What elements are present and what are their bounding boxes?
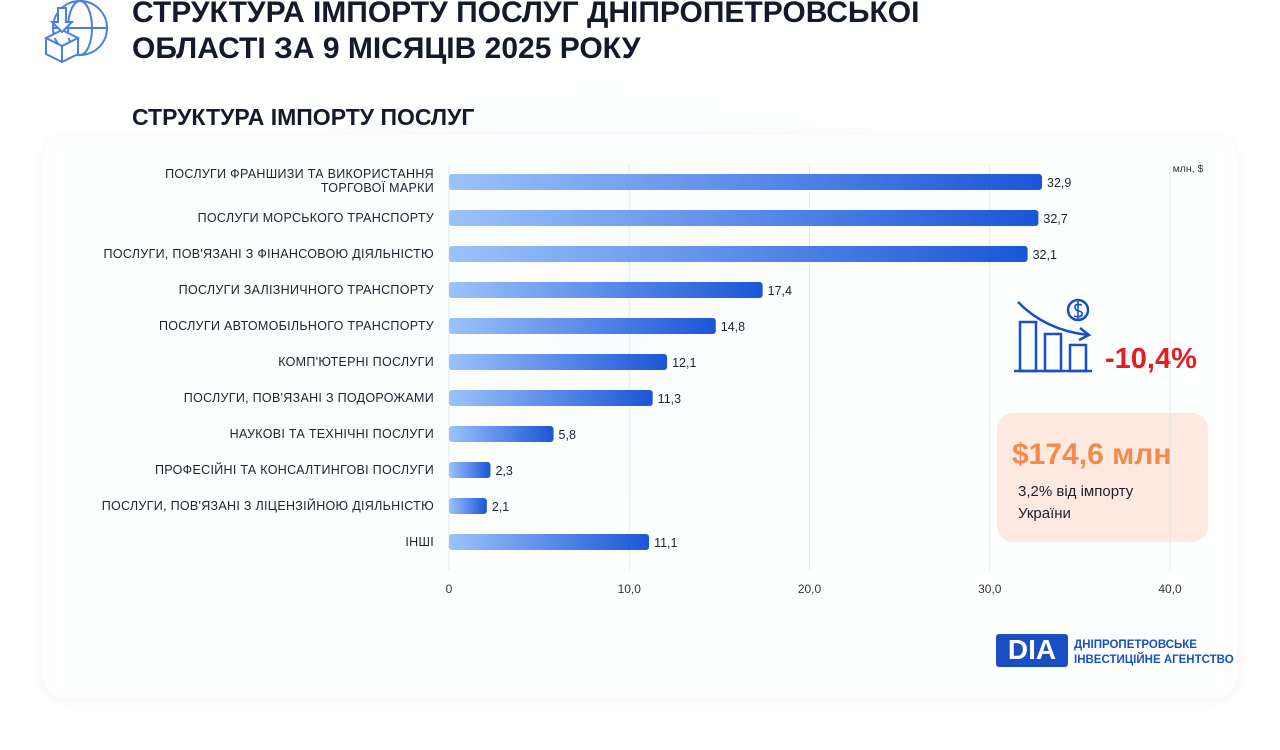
value-label: 11,3 [658, 392, 681, 406]
category-label: ПОСЛУГИ, ПОВ'ЯЗАНІ З ЛІЦЕНЗІЙНОЮ ДІЯЛЬНІ… [102, 498, 434, 513]
x-tick-label: 40,0 [1158, 582, 1182, 596]
value-label: 2,1 [492, 500, 509, 514]
bar [449, 534, 650, 550]
logo-name: ДНІПРОПЕТРОВСЬКЕ ІНВЕСТИЦІЙНЕ АГЕНТСТВО [1074, 639, 1234, 666]
x-tick-label: 30,0 [978, 582, 1002, 596]
bar [449, 354, 668, 370]
bar [449, 318, 716, 334]
value-label: 2,3 [495, 464, 512, 478]
bar [449, 426, 554, 442]
total-value: $174,6 млн [1012, 438, 1171, 471]
change-value: -10,4% [1105, 343, 1197, 375]
value-label: 32,7 [1043, 212, 1067, 226]
bar [449, 246, 1028, 262]
category-label: ПОСЛУГИ ФРАНШИЗИ ТА ВИКОРИСТАННЯ ТОРГОВОЇ… [165, 167, 434, 195]
total-box [997, 413, 1208, 542]
value-label: 12,1 [672, 356, 696, 370]
value-label: 11,1 [654, 536, 677, 550]
value-label: 14,8 [721, 320, 745, 334]
category-label: ПОСЛУГИ, ПОВ'ЯЗАНІ З ФІНАНСОВОЮ ДІЯЛЬНІС… [104, 247, 435, 261]
category-label: ІНШІ [405, 535, 434, 549]
bar [449, 282, 763, 298]
trend-icon [1014, 298, 1092, 373]
category-label: ПОСЛУГИ АВТОМОБІЛЬНОГО ТРАНСПОРТУ [159, 319, 434, 333]
category-label: ПОСЛУГИ МОРСЬКОГО ТРАНСПОРТУ [198, 211, 434, 225]
value-label: 17,4 [768, 284, 792, 298]
x-tick-label: 10,0 [618, 582, 642, 596]
logo: DIA ДНІПРОПЕТРОВСЬКЕ ІНВЕСТИЦІЙНЕ АГЕНТСТ… [996, 634, 1234, 667]
bar [449, 390, 653, 406]
card [43, 135, 1237, 698]
chart-title: СТРУКТУРА ІМПОРТУ ПОСЛУГ [132, 104, 474, 130]
x-tick-label: 20,0 [798, 582, 822, 596]
bar [449, 210, 1039, 226]
category-label: КОМП'ЮТЕРНІ ПОСЛУГИ [278, 355, 434, 369]
category-label: НАУКОВІ ТА ТЕХНІЧНІ ПОСЛУГИ [230, 427, 434, 441]
share-text: 3,2% від імпорту України [1018, 483, 1134, 522]
category-label: ПОСЛУГИ, ПОВ'ЯЗАНІ З ПОДОРОЖАМИ [184, 391, 434, 405]
logo-badge [996, 634, 1068, 667]
value-label: 32,1 [1033, 248, 1057, 262]
category-label: ПРОФЕСІЙНІ ТА КОНСАЛТИНГОВІ ПОСЛУГИ [155, 462, 434, 477]
value-label: 5,8 [559, 428, 576, 442]
bar [449, 462, 491, 478]
bar [449, 498, 487, 514]
header-icon [43, 0, 108, 64]
bar [449, 174, 1043, 190]
category-label: ПОСЛУГИ ЗАЛІЗНИЧНОГО ТРАНСПОРТУ [179, 283, 434, 297]
logo-mark: DIA [1008, 634, 1056, 665]
unit-label: млн, $ [1173, 163, 1204, 175]
x-tick-label: 0 [446, 582, 453, 596]
page-title: СТРУКТУРА ІМПОРТУ ПОСЛУГ ДНІПРОПЕТРОВСЬК… [132, 0, 920, 65]
value-label: 32,9 [1047, 176, 1071, 190]
